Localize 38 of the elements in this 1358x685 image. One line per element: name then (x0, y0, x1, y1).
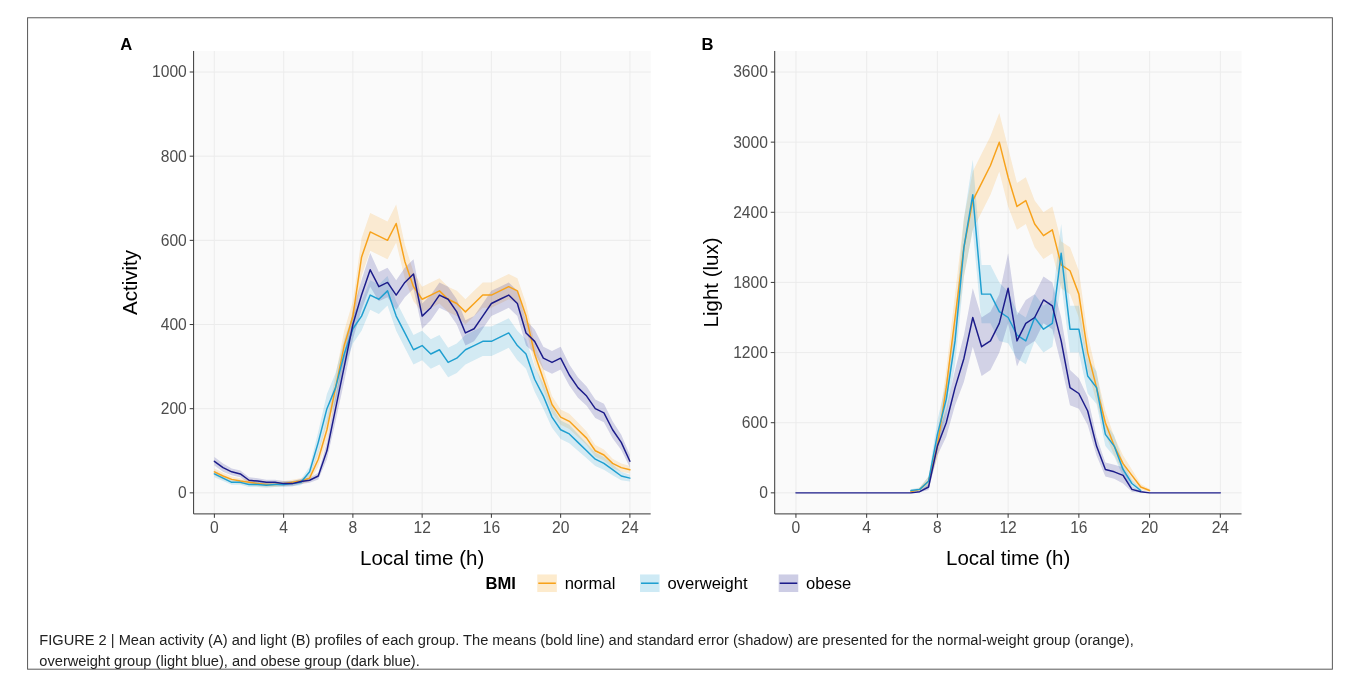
y-tick-label: 600 (160, 231, 188, 249)
x-axis-title: Local time (h) (946, 545, 1071, 569)
x-tick-label: 16 (482, 519, 501, 537)
legend-label: normal (564, 574, 616, 594)
y-tick-label: 800 (160, 147, 188, 165)
legend-title: BMI (485, 574, 516, 594)
x-tick-label: 0 (791, 519, 801, 537)
x-tick-label: 8 (933, 519, 942, 537)
y-axis-title: Light (lux) (699, 237, 723, 328)
y-tick-label: 2400 (733, 203, 769, 221)
x-tick-label: 16 (1070, 519, 1088, 537)
caption: FIGURE 2 | Mean activity (A) and light (B) profiles of each group. The means (bold line) and standard error (shadow) are presented for the normal-weight group (orange), overweight group (light blue), and obese group (dark blue). (39, 631, 1134, 670)
y-tick-label: 1200 (733, 344, 769, 362)
x-axis-title: Local time (h) (360, 545, 485, 569)
x-tick-label: 4 (279, 519, 289, 537)
x-tick-label: 12 (999, 519, 1017, 537)
legend-label: obese (806, 574, 852, 594)
y-axis-title: Activity (117, 249, 141, 315)
y-tick-label: 200 (160, 400, 188, 418)
chart-title: A (120, 35, 133, 54)
x-tick-label: 0 (210, 519, 220, 537)
x-tick-label: 24 (621, 519, 639, 537)
y-tick-label: 3600 (733, 63, 769, 81)
x-tick-label: 12 (413, 519, 431, 537)
y-tick-label: 1800 (733, 273, 769, 291)
x-tick-label: 24 (1211, 519, 1230, 537)
x-tick-label: 20 (1140, 519, 1159, 537)
legend-label: overweight (667, 574, 749, 594)
x-tick-label: 8 (348, 519, 358, 537)
y-tick-label: 1000 (152, 63, 188, 81)
y-tick-label: 600 (741, 414, 769, 432)
x-tick-label: 20 (551, 519, 570, 537)
y-tick-label: 0 (759, 484, 769, 502)
chart-title: B (701, 35, 714, 54)
x-tick-label: 4 (862, 519, 872, 537)
y-tick-label: 0 (178, 484, 188, 502)
y-tick-label: 400 (160, 315, 188, 333)
y-tick-label: 3000 (733, 133, 769, 151)
